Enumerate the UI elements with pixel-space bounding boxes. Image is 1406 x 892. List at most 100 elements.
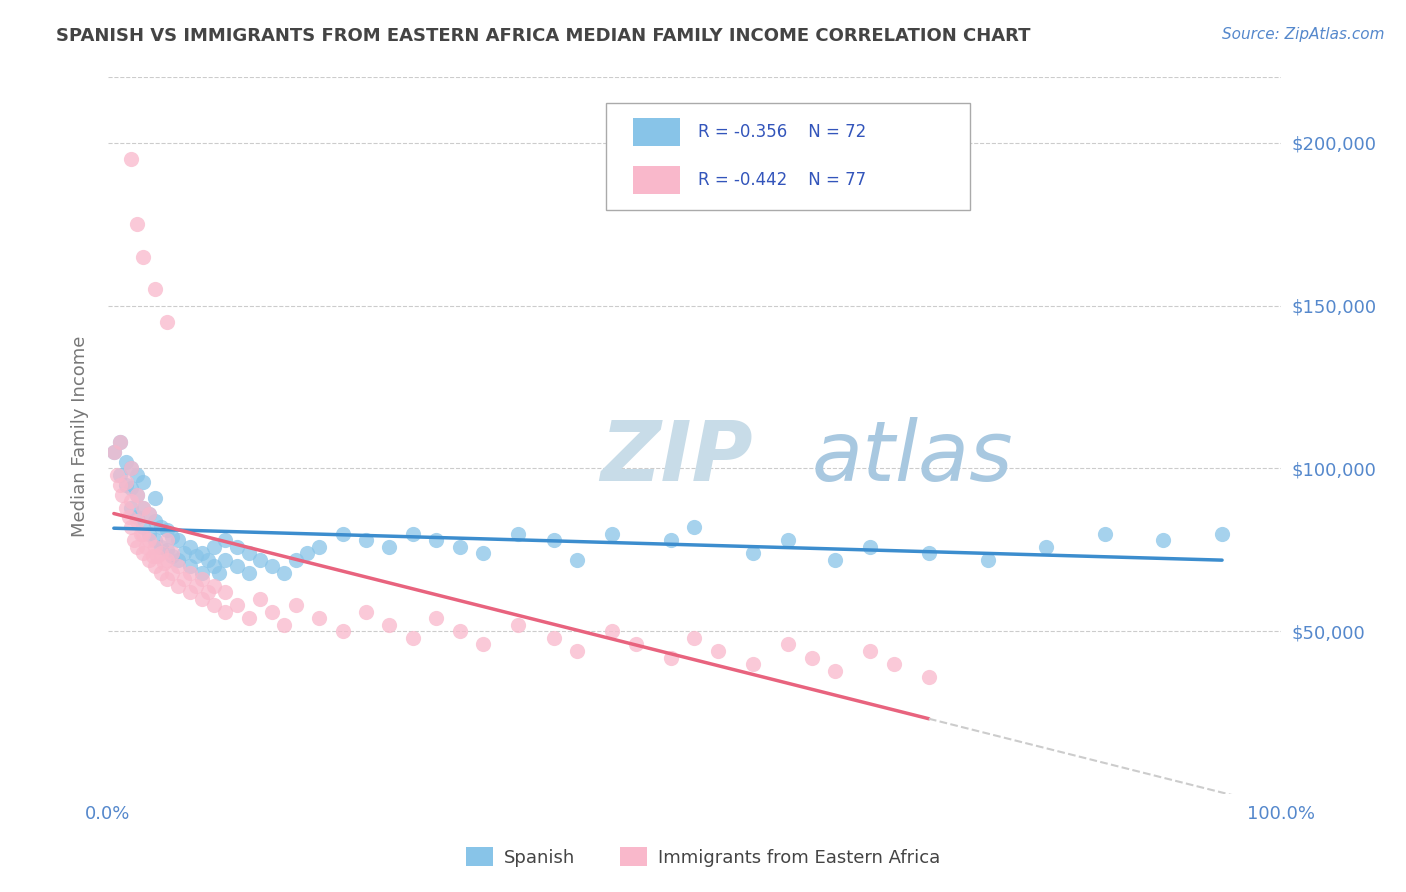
Point xyxy=(162,566,184,580)
Point xyxy=(778,533,800,548)
Point xyxy=(859,644,882,658)
Point xyxy=(143,491,166,505)
Point xyxy=(1035,540,1057,554)
Point xyxy=(153,556,176,570)
Point xyxy=(127,540,149,554)
Point xyxy=(402,631,425,645)
Point xyxy=(883,657,905,671)
Point xyxy=(127,514,149,528)
Point xyxy=(184,549,207,564)
Point xyxy=(378,618,401,632)
Point xyxy=(824,553,846,567)
Point xyxy=(132,526,155,541)
Point xyxy=(297,546,319,560)
Point xyxy=(449,624,471,639)
Point xyxy=(167,559,190,574)
Point xyxy=(120,500,142,515)
Point xyxy=(114,455,136,469)
Point xyxy=(683,631,706,645)
Point xyxy=(226,559,249,574)
Point xyxy=(167,579,190,593)
Point xyxy=(127,510,149,524)
Point xyxy=(273,618,295,632)
Point xyxy=(108,477,131,491)
Point xyxy=(308,540,330,554)
Point xyxy=(120,520,142,534)
Point xyxy=(918,670,941,684)
Point xyxy=(138,507,160,521)
Point xyxy=(114,475,136,489)
Point xyxy=(191,546,214,560)
Point xyxy=(778,637,800,651)
Legend: Spanish, Immigrants from Eastern Africa: Spanish, Immigrants from Eastern Africa xyxy=(458,840,948,874)
Point xyxy=(184,579,207,593)
Point xyxy=(143,514,166,528)
Point xyxy=(156,524,179,538)
Point xyxy=(120,152,142,166)
Point xyxy=(129,526,152,541)
Point xyxy=(1152,533,1174,548)
Text: atlas: atlas xyxy=(811,417,1014,498)
Point xyxy=(167,553,190,567)
Point xyxy=(543,631,565,645)
Y-axis label: Median Family Income: Median Family Income xyxy=(72,335,89,537)
Point xyxy=(543,533,565,548)
Bar xyxy=(633,166,681,194)
Point xyxy=(191,591,214,606)
Point xyxy=(262,605,284,619)
Point xyxy=(565,644,588,658)
Point xyxy=(214,533,236,548)
Point xyxy=(238,611,260,625)
Point xyxy=(308,611,330,625)
Point xyxy=(156,315,179,329)
Point xyxy=(138,533,160,548)
Point xyxy=(127,468,149,483)
Text: ZIP: ZIP xyxy=(600,417,754,498)
Point xyxy=(114,500,136,515)
Point xyxy=(402,526,425,541)
Point xyxy=(202,599,225,613)
Point xyxy=(179,540,201,554)
Point xyxy=(214,553,236,567)
Point xyxy=(191,572,214,586)
Point xyxy=(162,546,184,560)
Point xyxy=(226,540,249,554)
Point xyxy=(114,477,136,491)
Point xyxy=(859,540,882,554)
Point xyxy=(202,579,225,593)
Text: Source: ZipAtlas.com: Source: ZipAtlas.com xyxy=(1222,27,1385,42)
Text: R = -0.356    N = 72: R = -0.356 N = 72 xyxy=(697,123,866,141)
Point xyxy=(118,510,141,524)
Point xyxy=(214,605,236,619)
Point xyxy=(103,445,125,459)
Point xyxy=(800,650,823,665)
Point xyxy=(120,461,142,475)
Point xyxy=(624,637,647,651)
Point xyxy=(120,461,142,475)
Point xyxy=(565,553,588,567)
Point xyxy=(262,559,284,574)
Point xyxy=(105,468,128,483)
Point xyxy=(156,533,179,548)
Point xyxy=(508,618,530,632)
Point xyxy=(976,553,998,567)
Point xyxy=(354,605,377,619)
Point xyxy=(683,520,706,534)
Point xyxy=(143,282,166,296)
Point xyxy=(425,533,447,548)
Point xyxy=(354,533,377,548)
Point xyxy=(659,650,682,665)
Point xyxy=(332,526,354,541)
Point xyxy=(149,546,172,560)
Point xyxy=(108,468,131,483)
Point xyxy=(659,533,682,548)
Point xyxy=(122,533,145,548)
Point xyxy=(472,546,495,560)
FancyBboxPatch shape xyxy=(606,103,970,211)
Point xyxy=(120,494,142,508)
Point xyxy=(273,566,295,580)
Point xyxy=(249,591,271,606)
Point xyxy=(197,553,219,567)
Point xyxy=(132,475,155,489)
Point xyxy=(238,546,260,560)
